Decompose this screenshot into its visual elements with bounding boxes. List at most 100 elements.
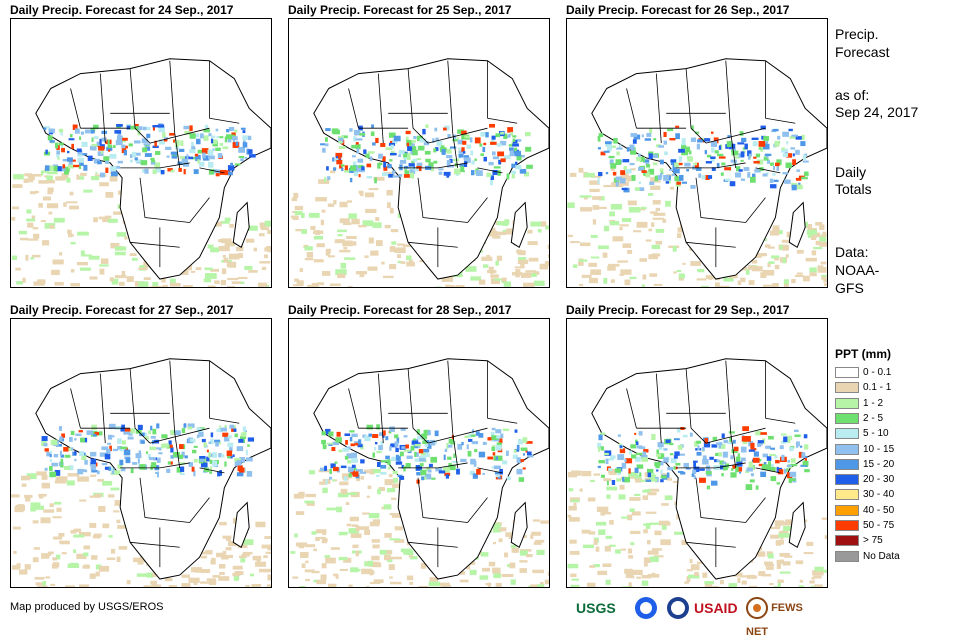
- precip-cell: [367, 425, 373, 430]
- precip-cell: [118, 161, 123, 164]
- ocean-precip-cell: [592, 196, 601, 200]
- ocean-precip-cell: [132, 258, 138, 261]
- ocean-precip-cell: [56, 508, 61, 512]
- ocean-precip-cell: [221, 557, 228, 559]
- ocean-precip-cell: [100, 269, 105, 275]
- precip-cell: [789, 447, 793, 451]
- precip-cell: [772, 173, 775, 176]
- precip-cell: [124, 150, 127, 155]
- ocean-precip-cell: [540, 264, 548, 270]
- ocean-precip-cell: [208, 285, 216, 287]
- ocean-precip-cell: [67, 230, 71, 234]
- ocean-precip-cell: [649, 523, 659, 525]
- precip-cell: [615, 468, 621, 472]
- ocean-precip-cell: [83, 545, 90, 549]
- precip-cell: [404, 174, 411, 178]
- ocean-precip-cell: [77, 262, 88, 265]
- ocean-precip-cell: [777, 580, 783, 583]
- precip-cell: [483, 143, 486, 145]
- precip-cell: [801, 177, 808, 180]
- precip-cell: [363, 149, 366, 154]
- precip-cell: [120, 447, 127, 449]
- precip-cell: [697, 445, 699, 450]
- precip-cell: [428, 470, 432, 473]
- legend-swatch: [835, 398, 859, 409]
- ocean-precip-cell: [35, 577, 45, 580]
- ocean-precip-cell: [580, 207, 592, 211]
- precip-cell: [341, 466, 347, 468]
- precip-cell: [765, 141, 768, 144]
- ocean-precip-cell: [330, 283, 341, 286]
- precip-cell: [375, 138, 378, 143]
- precip-cell: [656, 454, 661, 457]
- ocean-precip-cell: [813, 576, 821, 579]
- ocean-precip-cell: [568, 235, 573, 237]
- precip-cell: [105, 168, 108, 173]
- precip-cell: [93, 466, 96, 470]
- precip-cell: [327, 443, 333, 445]
- precip-cell: [730, 181, 736, 186]
- ocean-precip-cell: [786, 254, 789, 257]
- precip-cell: [691, 138, 696, 142]
- ocean-precip-cell: [48, 552, 51, 556]
- precip-cell: [378, 445, 383, 450]
- ocean-precip-cell: [821, 262, 827, 265]
- precip-cell: [351, 434, 357, 437]
- precip-cell: [170, 430, 174, 435]
- ocean-precip-cell: [811, 236, 816, 240]
- ocean-precip-cell: [300, 268, 303, 272]
- ocean-precip-cell: [201, 556, 207, 559]
- precip-cell: [101, 446, 108, 450]
- ocean-precip-cell: [138, 268, 147, 270]
- ocean-precip-cell: [95, 494, 102, 498]
- precip-cell: [81, 131, 84, 134]
- precip-cell: [722, 462, 726, 464]
- precip-cell: [116, 124, 123, 127]
- precip-cell: [134, 140, 141, 143]
- precip-cell: [784, 179, 790, 183]
- precip-cell: [338, 155, 341, 160]
- precip-cell: [406, 131, 411, 134]
- ocean-precip-cell: [582, 275, 592, 278]
- precip-cell: [628, 474, 632, 477]
- precip-cell: [99, 139, 101, 145]
- ocean-precip-cell: [537, 584, 544, 587]
- ocean-precip-cell: [606, 536, 613, 539]
- ocean-precip-cell: [34, 547, 40, 549]
- ocean-precip-cell: [321, 220, 324, 226]
- precip-cell: [179, 149, 184, 152]
- ocean-precip-cell: [621, 549, 626, 551]
- precip-cell: [55, 143, 58, 149]
- ocean-precip-cell: [333, 574, 338, 577]
- precip-cell: [748, 157, 750, 160]
- precip-cell: [460, 166, 464, 172]
- ocean-precip-cell: [390, 513, 401, 515]
- ocean-precip-cell: [367, 496, 370, 498]
- ocean-precip-cell: [49, 212, 53, 215]
- precip-cell: [128, 437, 134, 440]
- ocean-precip-cell: [587, 583, 595, 587]
- precip-cell: [352, 155, 356, 157]
- precip-cell: [226, 129, 229, 132]
- precip-cell: [411, 140, 416, 143]
- ocean-precip-cell: [117, 557, 121, 562]
- precip-cell: [608, 468, 612, 471]
- precip-cell: [496, 445, 502, 451]
- precip-cell: [651, 479, 658, 482]
- precip-cell: [486, 173, 491, 177]
- precip-cell: [449, 439, 454, 444]
- precip-cell: [452, 461, 458, 463]
- precip-cell: [733, 440, 736, 444]
- ocean-precip-cell: [822, 518, 827, 520]
- precip-cell: [394, 441, 398, 446]
- precip-cell: [97, 471, 100, 475]
- ocean-precip-cell: [777, 563, 781, 569]
- precip-cell: [67, 151, 69, 153]
- precip-cell: [741, 138, 746, 142]
- precip-cell: [418, 146, 425, 151]
- ocean-precip-cell: [825, 535, 827, 539]
- precip-cell: [762, 173, 767, 176]
- ocean-precip-cell: [53, 537, 62, 540]
- precip-cell: [420, 463, 424, 466]
- precip-cell: [420, 470, 426, 475]
